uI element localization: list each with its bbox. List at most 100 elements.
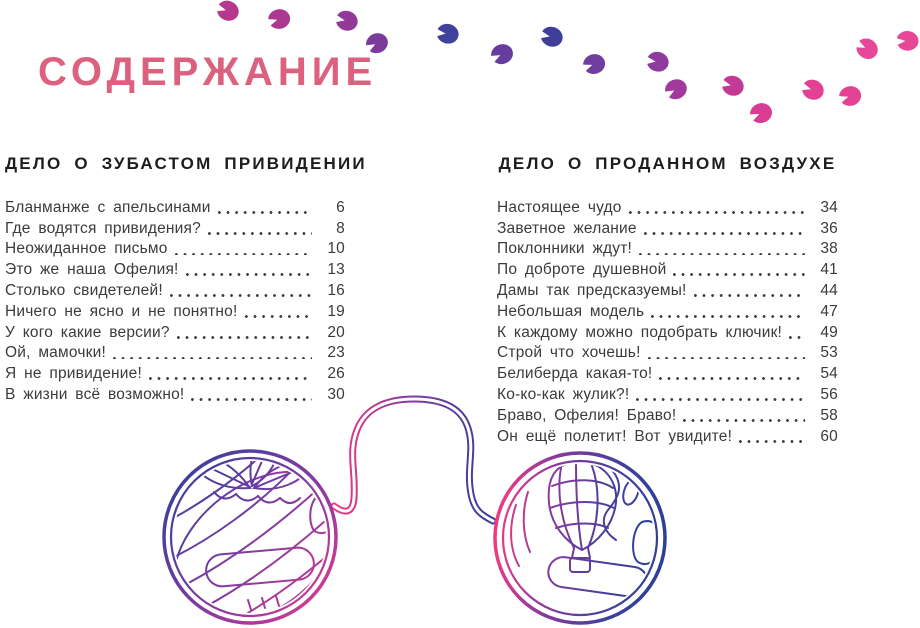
footprint-icon: [839, 86, 862, 106]
toc-entry: Поклонники ждут! 38: [497, 238, 838, 259]
entry-title: По доброте душевной: [497, 261, 667, 279]
dotted-leader: [207, 231, 312, 235]
toc-rows: Бланманже с апельсинами 6 Где водятся прив…: [5, 196, 345, 404]
toc-entry: Он ещё полетит! Вот увидите! 60: [497, 425, 838, 446]
entry-title: Браво, Офелия! Браво!: [497, 406, 677, 424]
toc-entry: К каждому можно подобрать ключик! 49: [497, 321, 838, 342]
entry-title: Неожиданное письмо: [5, 240, 168, 258]
entry-title: Это же наша Офелия!: [5, 261, 179, 279]
entry-title: Строй что хочешь!: [497, 344, 641, 362]
toc-section-right: ДЕЛО О ПРОДАННОМ ВОЗДУХЕ Настоящее чудо 3…: [497, 153, 838, 446]
entry-title: Ко-ко-как жулик?!: [497, 385, 630, 403]
glasses-bridge: [330, 395, 497, 525]
footprint-icon: [647, 51, 669, 72]
entry-title: Ничего не ясно и не понятно!: [5, 302, 238, 320]
dotted-leader: [628, 211, 805, 214]
toc-entry: Дамы так предсказуемы! 44: [497, 279, 838, 300]
dotted-leader: [659, 377, 805, 381]
toc-entry: Браво, Офелия! Браво! 58: [497, 404, 838, 425]
footprints-svg: [217, 0, 919, 124]
dotted-leader: [174, 252, 312, 256]
toc-entry: Ко-ко-как жулик?! 56: [497, 383, 838, 404]
dotted-leader: [683, 418, 805, 422]
glasses-illustration: [162, 395, 667, 625]
footprint-icon: [336, 10, 358, 31]
toc-section-left: ДЕЛО О ЗУБАСТОМ ПРИВИДЕНИИ Бланманже с а…: [5, 153, 367, 404]
toc-entry: У кого какие версии? 20: [5, 321, 345, 342]
entry-title: Небольшая модель: [497, 302, 645, 320]
dotted-leader: [651, 314, 805, 318]
toc-entry: По доброте душевной 41: [497, 258, 838, 279]
dotted-leader: [693, 294, 805, 297]
footprint-icon: [491, 44, 513, 65]
entry-page: 19: [327, 302, 345, 320]
dotted-leader: [636, 398, 805, 401]
toc-entry: Бланманже с апельсинами 6: [5, 196, 345, 217]
page-title: СОДЕРЖАНИЕ: [38, 50, 378, 94]
toc-entry: В жизни всё возможно! 30: [5, 383, 345, 404]
dotted-leader: [643, 231, 805, 235]
entry-page: 44: [820, 281, 838, 299]
footprint-icon: [268, 9, 291, 29]
footprint-icon: [366, 33, 388, 54]
entry-title: Я не привидение!: [5, 365, 142, 383]
footprint-icon: [722, 75, 744, 96]
entry-title: К каждому можно подобрать ключик!: [497, 323, 783, 341]
footprint-icon: [750, 103, 772, 124]
entry-page: 60: [820, 427, 838, 445]
toc-entry: Небольшая модель 47: [497, 300, 838, 321]
entry-title: Дамы так предсказуемы!: [497, 281, 687, 299]
dotted-leader: [217, 211, 312, 214]
footprint-icon: [665, 79, 687, 100]
entry-title: Столько свидетелей!: [5, 281, 163, 299]
footprint-icon: [896, 31, 919, 51]
dotted-leader: [647, 356, 805, 360]
footprint-icon: [217, 0, 239, 21]
entry-page: 49: [820, 323, 838, 341]
balloon-doodle: [510, 464, 654, 598]
entry-page: 6: [336, 198, 345, 216]
dotted-leader: [244, 314, 312, 318]
toc-entry: Ой, мамочки! 23: [5, 342, 345, 363]
footprint-icon: [437, 23, 459, 44]
entry-page: 34: [820, 198, 838, 216]
entry-title: Где водятся привидения?: [5, 219, 201, 237]
entry-page: 13: [327, 261, 345, 279]
entry-page: 30: [327, 385, 345, 403]
toc-entry: Заветное желание 36: [497, 217, 838, 238]
entry-page: 41: [820, 261, 838, 279]
toc-entry: Белиберда какая-то! 54: [497, 362, 838, 383]
entry-title: У кого какие версии?: [5, 323, 170, 341]
entry-title: В жизни всё возможно!: [5, 385, 185, 403]
entry-title: Он ещё полетит! Вот увидите!: [497, 427, 733, 445]
entry-page: 20: [327, 323, 345, 341]
entry-page: 10: [327, 240, 345, 258]
entry-page: 8: [336, 219, 345, 237]
dotted-leader: [176, 335, 312, 339]
entry-page: 23: [327, 344, 345, 362]
entry-page: 47: [820, 302, 838, 320]
dotted-leader: [148, 377, 312, 381]
entry-page: 56: [820, 385, 838, 403]
dotted-leader: [789, 335, 805, 339]
entry-page: 26: [327, 365, 345, 383]
left-lens: [162, 449, 338, 625]
dotted-leader: [112, 356, 312, 360]
dotted-leader: [639, 252, 805, 256]
footprint-icon: [802, 79, 824, 100]
toc-entry: Строй что хочешь! 53: [497, 342, 838, 363]
dotted-leader: [185, 273, 312, 277]
toc-rows: Настоящее чудо 34 Заветное желание 36 Поклон…: [497, 196, 838, 446]
toc-entry: Это же наша Офелия! 13: [5, 258, 345, 279]
section-heading: ДЕЛО О ЗУБАСТОМ ПРИВИДЕНИИ: [5, 154, 367, 173]
toc-entry: Неожиданное письмо 10: [5, 238, 345, 259]
dotted-leader: [673, 273, 805, 277]
entry-page: 36: [820, 219, 838, 237]
entry-page: 53: [820, 344, 838, 362]
toc-entry: Я не привидение! 26: [5, 362, 345, 383]
toc-entry: Настоящее чудо 34: [497, 196, 838, 217]
entry-title: Заветное желание: [497, 219, 637, 237]
toc-entry: Где водятся привидения? 8: [5, 217, 345, 238]
right-lens: [493, 451, 667, 625]
section-heading: ДЕЛО О ПРОДАННОМ ВОЗДУХЕ: [498, 154, 837, 173]
